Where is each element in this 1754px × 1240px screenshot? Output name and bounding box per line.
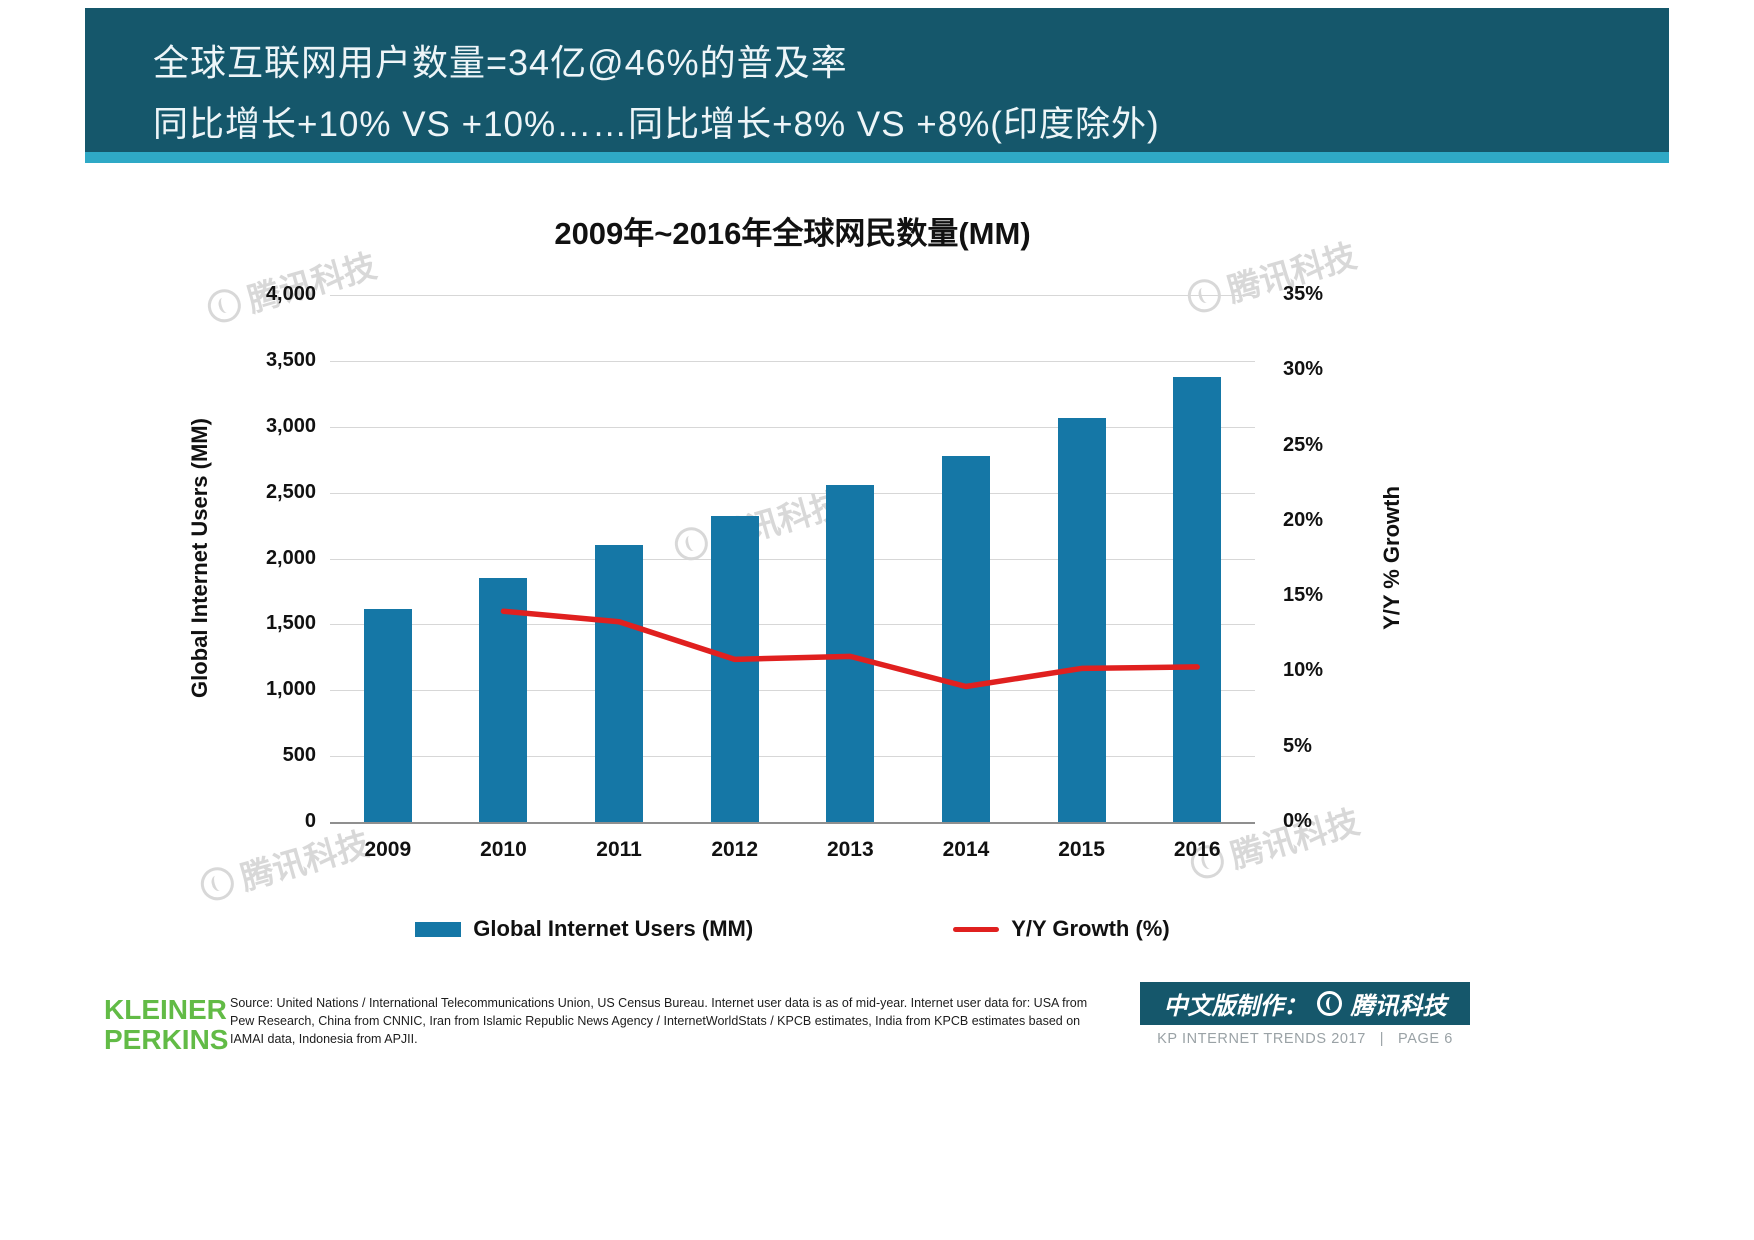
header-title-line1: 全球互联网用户数量=34亿@46%的普及率 <box>153 42 848 83</box>
gridline <box>330 492 1255 494</box>
right-axis-tick-label: 5% <box>1283 734 1312 757</box>
x-axis-tick-label: 2010 <box>480 838 527 861</box>
legend-item-bars: Global Internet Users (MM) <box>415 916 753 942</box>
kp-logo-line2: PERKINS <box>104 1024 229 1056</box>
gridline <box>330 558 1255 560</box>
line-swatch-icon <box>953 926 1000 932</box>
legend-bar-label: Global Internet Users (MM) <box>473 916 754 941</box>
bar <box>1173 376 1222 822</box>
right-axis-tick-label: 15% <box>1283 584 1324 607</box>
tencent-watermark-icon <box>196 862 238 904</box>
header-accent-stripe <box>85 152 1669 163</box>
credit-brand: 腾讯科技 <box>1350 993 1447 1020</box>
right-axis-tick-label: 10% <box>1283 659 1324 682</box>
gridline <box>330 295 1255 296</box>
tencent-credit-box: 中文版制作： 腾讯科技 <box>1140 982 1470 1025</box>
growth-line-series <box>500 608 1200 690</box>
x-axis-tick-label: 2013 <box>826 838 874 861</box>
left-axis-tick-label: 2,500 <box>265 480 316 503</box>
gridline <box>330 822 1255 824</box>
bar-swatch-icon <box>415 921 462 937</box>
gridline <box>330 426 1255 428</box>
bar <box>826 484 875 822</box>
x-axis-tick-label: 2016 <box>1173 838 1221 861</box>
right-axis-tick-label: 30% <box>1283 358 1324 381</box>
left-axis-tick-label: 3,500 <box>265 348 316 371</box>
x-axis-tick-label: 2012 <box>711 838 759 861</box>
bar <box>363 608 412 822</box>
gridline <box>330 624 1255 626</box>
left-axis-tick-label: 2,000 <box>265 546 316 569</box>
x-axis-tick-label: 2009 <box>364 838 412 861</box>
source-text: Source: United Nations / International T… <box>230 996 1088 1046</box>
right-axis-tick-label: 35% <box>1283 283 1324 305</box>
page-info: KP INTERNET TRENDS 2017 | PAGE 6 <box>1157 1031 1453 1047</box>
chart-legend: Global Internet Users (MM) Y/Y Growth (%… <box>330 916 1255 942</box>
bar <box>1057 417 1106 822</box>
left-axis-tick-label: 0 <box>304 810 316 832</box>
legend-item-line: Y/Y Growth (%) <box>953 916 1170 942</box>
chart-title: 2009年~2016年全球网民数量(MM) <box>554 216 1031 251</box>
left-axis-tick-label: 1,000 <box>265 678 316 701</box>
right-axis-tick-label: 25% <box>1283 433 1324 456</box>
bar <box>941 455 990 822</box>
gridline <box>330 756 1255 758</box>
right-axis-title: Y/Y % Growth <box>1379 486 1404 630</box>
kp-logo-line1: KLEINER <box>104 994 227 1025</box>
right-axis-tick-label: 0% <box>1283 810 1312 832</box>
header-title-line2: 同比增长+10% VS +10%……同比增长+8% VS +8%(印度除外) <box>153 105 1160 144</box>
left-axis-tick-label: 1,500 <box>265 612 316 635</box>
plot-area <box>330 295 1255 824</box>
bar <box>479 578 528 822</box>
legend-line-label: Y/Y Growth (%) <box>1011 916 1170 941</box>
x-axis-tick-label: 2011 <box>596 838 642 861</box>
gridline <box>330 360 1255 362</box>
left-axis-tick-label: 500 <box>282 744 316 767</box>
gridline <box>330 690 1255 692</box>
bar <box>595 545 644 822</box>
left-axis-tick-label: 4,000 <box>265 283 316 305</box>
x-axis-tick-label: 2014 <box>942 838 990 861</box>
bar <box>710 516 759 822</box>
tencent-logo-icon <box>1316 991 1342 1016</box>
credit-label: 中文版制作： <box>1163 993 1308 1020</box>
x-axis-tick-label: 2015 <box>1058 838 1105 861</box>
left-axis-tick-label: 3,000 <box>265 414 316 437</box>
right-axis-tick-label: 20% <box>1283 508 1324 531</box>
kleiner-perkins-logo: KLEINER PERKINS <box>104 994 229 1056</box>
slide-header: 全球互联网用户数量=34亿@46%的普及率 同比增长+10% VS +10%……… <box>85 8 1669 152</box>
